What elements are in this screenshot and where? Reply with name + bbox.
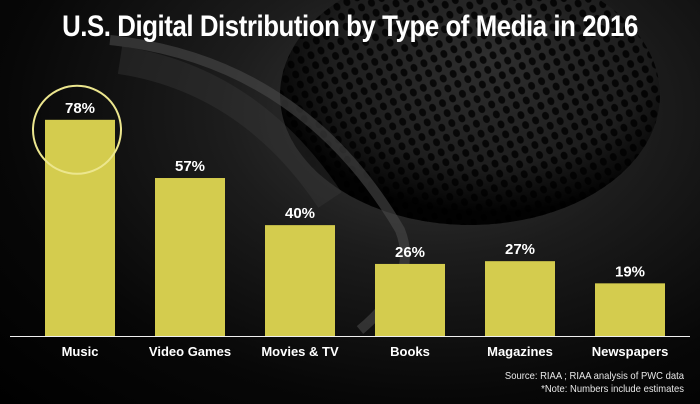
category-label: Magazines <box>487 344 553 359</box>
bar-music <box>45 119 115 336</box>
value-label: 19% <box>615 263 645 280</box>
source-text: Source: RIAA ; RIAA analysis of PWC data <box>504 370 684 382</box>
bar-newspapers <box>595 283 665 336</box>
highlight-circle <box>32 84 122 175</box>
bar-movies-tv <box>265 225 335 336</box>
bar-books <box>375 263 445 336</box>
value-label: 78% <box>65 100 95 117</box>
category-label: Music <box>62 344 99 359</box>
value-label: 26% <box>395 244 425 261</box>
value-label: 27% <box>505 241 535 258</box>
value-label: 40% <box>285 205 315 222</box>
category-label: Books <box>390 344 430 359</box>
bar-magazines <box>485 261 555 336</box>
source-note: Source: RIAA ; RIAA analysis of PWC data… <box>505 370 684 396</box>
category-label: Newspapers <box>592 344 669 359</box>
category-label: Video Games <box>149 344 231 359</box>
value-label: 57% <box>175 158 205 175</box>
category-label: Movies & TV <box>261 344 339 359</box>
page-title: U.S. Digital Distribution by Type of Med… <box>62 10 638 43</box>
estimates-note: *Note: Numbers include estimates <box>541 383 684 395</box>
bar-video-games <box>155 178 225 336</box>
